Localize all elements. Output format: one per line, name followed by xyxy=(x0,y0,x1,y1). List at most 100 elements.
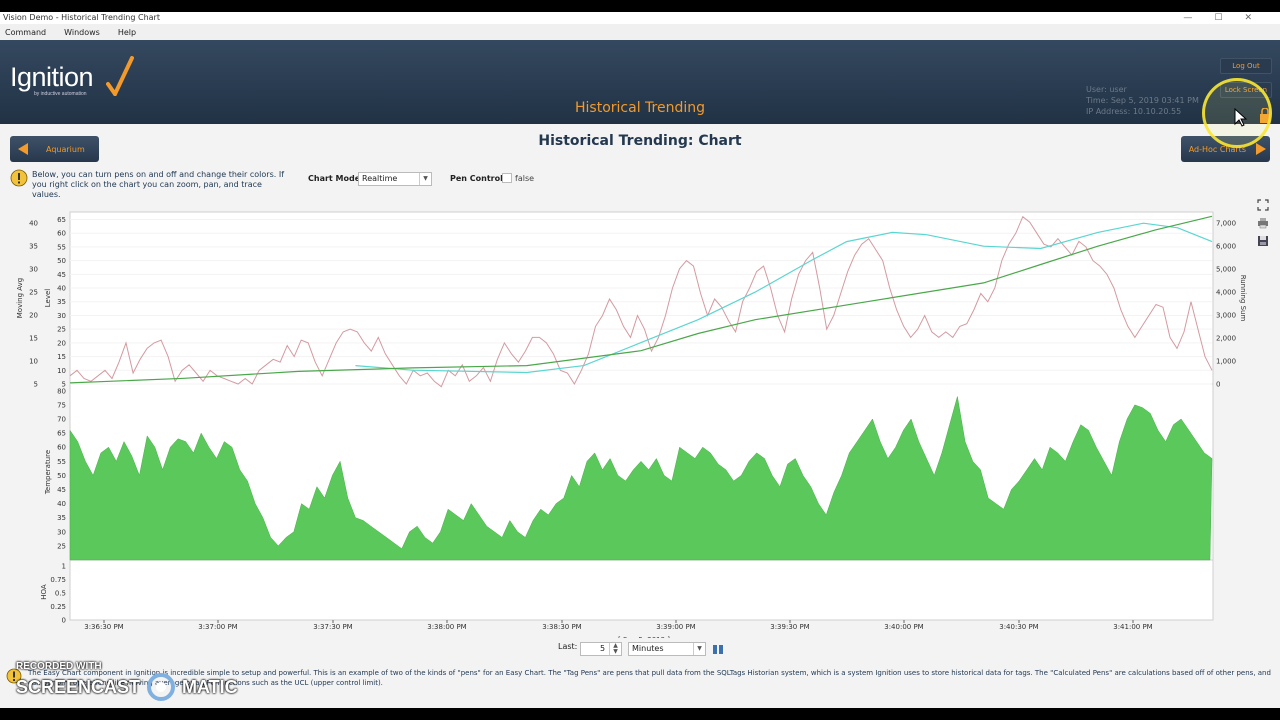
pen-control-label: Pen Control: xyxy=(450,174,507,183)
running-sum-tick-label: 6,000 xyxy=(1216,243,1236,251)
app-window: Vision Demo - Historical Trending Chart … xyxy=(0,12,1280,708)
range-value-spinner[interactable]: 5 ▲ ▼ xyxy=(580,642,622,656)
screencast-logo-icon xyxy=(147,673,176,701)
chart-mode-select[interactable]: Realtime ▼ xyxy=(358,172,432,186)
temperature-tick-label: 75 xyxy=(57,401,66,409)
x-tick-label: 3:37:30 PM xyxy=(313,623,352,631)
temperature-axis-label: Temperature xyxy=(44,450,52,495)
window-title: Vision Demo - Historical Trending Chart xyxy=(3,13,160,22)
expand-icon[interactable] xyxy=(1257,199,1269,211)
minimize-button[interactable]: — xyxy=(1183,13,1193,23)
hoa-tick-label: 0.75 xyxy=(50,576,66,584)
hoa-tick-label: 0.5 xyxy=(55,590,66,598)
x-tick-label: 3:40:30 PM xyxy=(999,623,1038,631)
level-tick-label: 5 xyxy=(62,381,66,389)
moving-avg-series-line xyxy=(355,222,1213,374)
temperature-series-area xyxy=(69,396,1213,561)
range-label: Last: xyxy=(558,642,578,651)
temperature-tick-label: 25 xyxy=(57,542,66,550)
level-tick-label: 55 xyxy=(57,243,66,251)
temperature-tick-label: 65 xyxy=(57,430,66,438)
x-tick-label: 3:39:30 PM xyxy=(770,623,809,631)
chevron-down-icon: ▼ xyxy=(693,643,705,655)
footer-warning-icon xyxy=(6,668,22,684)
x-tick-label: 3:38:30 PM xyxy=(542,623,581,631)
footer-description: The Easy Chart component in Ignition is … xyxy=(28,669,1271,687)
hoa-axis-label: HOA xyxy=(40,584,48,600)
x-tick-label: 3:40:00 PM xyxy=(884,623,923,631)
moving-avg-tick-label: 10 xyxy=(29,358,38,366)
moving-avg-tick-label: 5 xyxy=(34,381,38,389)
maximize-button[interactable]: ☐ xyxy=(1214,13,1223,23)
level-tick-label: 15 xyxy=(57,353,66,361)
ip-line: IP Address: 10.10.20.55 xyxy=(1086,107,1182,116)
prev-page-button[interactable]: Aquarium xyxy=(10,136,99,162)
menu-bar: Command Windows Help xyxy=(0,24,1280,40)
user-line: User: user xyxy=(1086,85,1127,94)
range-value: 5 xyxy=(600,644,606,653)
screencast-watermark: RECORDED WITH SCREENCAST MATIC xyxy=(16,661,238,702)
temperature-tick-label: 50 xyxy=(57,472,66,480)
running-sum-tick-label: 4,000 xyxy=(1216,289,1236,297)
level-tick-label: 45 xyxy=(57,271,66,279)
header-banner: Ignition by inductive automation Histori… xyxy=(0,40,1280,124)
menu-command[interactable]: Command xyxy=(5,27,47,37)
arrow-left-icon xyxy=(18,143,28,155)
prev-page-label: Aquarium xyxy=(46,144,85,154)
ignition-logo: Ignition by inductive automation xyxy=(10,62,94,97)
save-icon[interactable] xyxy=(1257,235,1269,247)
level-axis-label: Level xyxy=(44,289,52,308)
level-tick-label: 50 xyxy=(57,257,66,265)
menu-help[interactable]: Help xyxy=(117,27,137,37)
temperature-tick-label: 35 xyxy=(57,514,66,522)
cursor-highlight xyxy=(1202,78,1272,148)
x-tick-label: 3:36:30 PM xyxy=(84,623,123,631)
temperature-tick-label: 70 xyxy=(57,416,66,424)
close-button[interactable]: ✕ xyxy=(1244,13,1252,23)
pen-control-checkbox[interactable] xyxy=(502,173,512,183)
pen-control-value: false xyxy=(515,174,535,183)
moving-avg-tick-label: 20 xyxy=(29,312,38,320)
window-titlebar: Vision Demo - Historical Trending Chart … xyxy=(0,12,1280,24)
logout-button[interactable]: Log Out xyxy=(1220,58,1272,74)
running-sum-tick-label: 7,000 xyxy=(1216,220,1236,228)
temperature-tick-label: 55 xyxy=(57,458,66,466)
moving-avg-tick-label: 35 xyxy=(29,243,38,251)
running-sum-series-line xyxy=(69,215,1213,384)
temperature-tick-label: 45 xyxy=(57,486,66,494)
level-tick-label: 65 xyxy=(57,216,66,224)
info-text: Below, you can turn pens on and off and … xyxy=(32,170,285,199)
running-sum-tick-label: 2,000 xyxy=(1216,335,1236,343)
moving-avg-tick-label: 15 xyxy=(29,335,38,343)
chart-panel-0 xyxy=(69,211,1214,385)
print-icon[interactable] xyxy=(1257,217,1269,229)
moving-avg-tick-label: 40 xyxy=(29,220,38,228)
logo-check-icon xyxy=(106,56,134,96)
arrow-right-icon xyxy=(1256,143,1266,155)
x-tick-label: 3:38:00 PM xyxy=(427,623,466,631)
x-tick-label: 3:37:00 PM xyxy=(198,623,237,631)
spinner-arrows-icon: ▲ ▼ xyxy=(609,643,621,655)
watermark-line3: MATIC xyxy=(182,676,238,697)
range-unit-select[interactable]: Minutes ▼ xyxy=(628,642,706,656)
menu-windows[interactable]: Windows xyxy=(64,27,100,37)
logo-subtext: by inductive automation xyxy=(34,91,87,97)
logo-text: Ignition xyxy=(10,62,94,92)
temperature-tick-label: 60 xyxy=(57,444,66,452)
moving-avg-axis-label: Moving Avg xyxy=(16,278,24,318)
temperature-tick-label: 40 xyxy=(57,500,66,508)
watermark-line2: SCREENCAST xyxy=(16,676,141,697)
level-series-line xyxy=(69,215,1213,388)
chart-mode-label: Chart Mode: xyxy=(308,174,364,183)
hoa-tick-label: 0 xyxy=(62,617,66,625)
moving-avg-tick-label: 30 xyxy=(29,266,38,274)
range-unit: Minutes xyxy=(632,644,664,653)
info-panel: Below, you can turn pens on and off and … xyxy=(10,169,284,199)
hoa-tick-label: 1 xyxy=(62,563,66,571)
easy-chart[interactable]: 5101520253035404550556065510152025303540… xyxy=(0,198,1250,638)
moving-avg-tick-label: 25 xyxy=(29,289,38,297)
page-title: Historical Trending: Chart xyxy=(538,133,742,149)
pause-icon[interactable] xyxy=(712,644,724,655)
level-tick-label: 30 xyxy=(57,312,66,320)
hoa-tick-label: 0.25 xyxy=(50,603,66,611)
